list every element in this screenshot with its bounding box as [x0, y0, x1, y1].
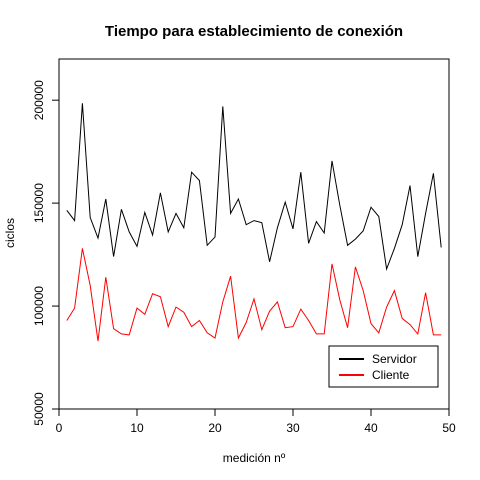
series-line-servidor [66, 103, 442, 271]
axes: 0 10 20 30 40 50 50000 100000 150000 200000 [32, 80, 456, 435]
series-group [66, 103, 442, 342]
y-tick-label: 200000 [32, 80, 46, 120]
x-tick-label: 20 [208, 421, 222, 435]
y-tick-label: 100000 [32, 286, 46, 326]
series-line-cliente [66, 248, 442, 342]
x-tick-label: 40 [364, 421, 378, 435]
x-tick-label: 50 [442, 421, 456, 435]
legend: Servidor Cliente [328, 345, 439, 388]
y-tick-label: 150000 [32, 183, 46, 223]
x-tick-label: 10 [130, 421, 144, 435]
chart-title: Tiempo para establecimiento de conexión [105, 23, 403, 40]
legend-label-cliente: Cliente [372, 368, 410, 382]
y-tick-label: 50000 [32, 392, 46, 426]
y-axis-label: ciclos [3, 218, 17, 248]
legend-box [328, 345, 439, 388]
x-axis-label: medición nº [223, 451, 286, 465]
x-tick-label: 30 [286, 421, 300, 435]
legend-label-servidor: Servidor [372, 352, 417, 366]
x-tick-label: 0 [56, 421, 63, 435]
